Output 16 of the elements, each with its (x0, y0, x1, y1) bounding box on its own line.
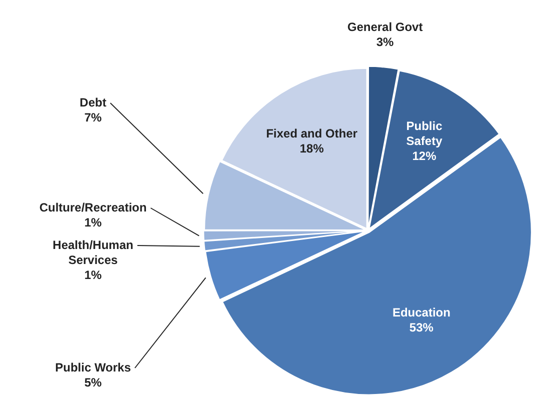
data-label: 1% (84, 268, 102, 282)
slice-label: Public Safety (406, 119, 443, 148)
data-label: 12% (412, 149, 437, 164)
data-label: 7% (84, 110, 102, 124)
data-label: 53% (409, 320, 434, 335)
data-label: 1% (84, 215, 102, 230)
slice-label: Debt (80, 95, 106, 110)
data-label: 5% (84, 375, 102, 390)
slice-label: Health/Human Services (52, 238, 134, 267)
data-label: 3% (376, 35, 394, 50)
data-label: 18% (300, 142, 324, 156)
slice-label: Fixed and Other (266, 126, 358, 141)
slice-label: General Govt (347, 20, 423, 34)
slice-label: Public Works (55, 360, 132, 374)
slice-label: Culture/Recreation (39, 200, 147, 214)
slice-label: Education (392, 306, 450, 320)
